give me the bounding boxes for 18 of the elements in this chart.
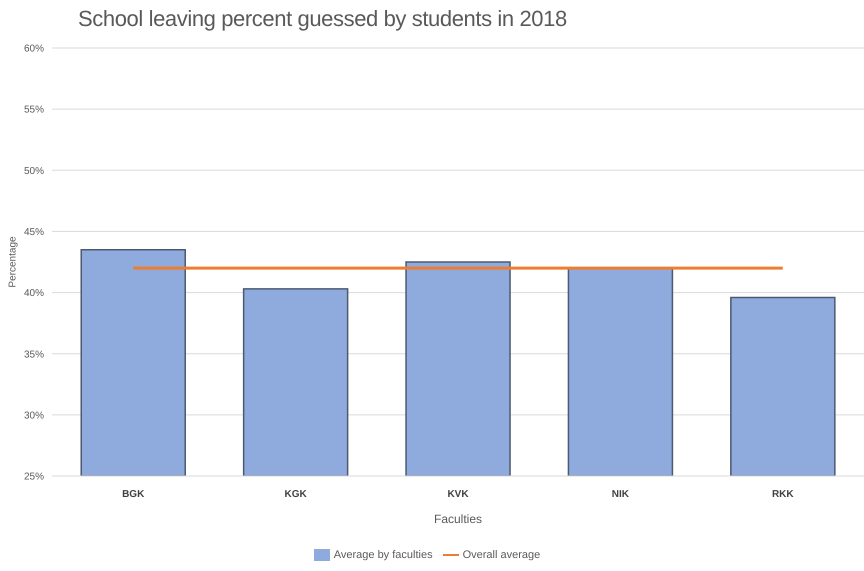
y-tick-label: 25%	[24, 472, 44, 483]
x-tick-label: BGK	[122, 489, 146, 500]
y-tick-label: 45%	[24, 226, 44, 238]
x-tick-label: KVK	[447, 489, 470, 500]
y-axis-title: Percentage	[8, 236, 19, 288]
y-tick-label: 60%	[24, 44, 44, 55]
y-tick-label: 35%	[24, 349, 44, 360]
chart-title: School leaving percent guessed by students in 2018	[78, 6, 567, 32]
y-tick-label: 55%	[24, 104, 44, 116]
legend-label: Average by faculties	[334, 548, 433, 561]
y-tick-label: 40%	[24, 288, 44, 300]
x-axis-title: Faculties	[434, 512, 482, 526]
x-tick-label: RKK	[772, 489, 794, 500]
x-tick-label: NIK	[612, 489, 630, 500]
y-tick-label: 30%	[24, 410, 44, 422]
x-tick-label: KGK	[284, 489, 308, 500]
legend-label: Overall average	[462, 548, 540, 561]
y-tick-label: 50%	[24, 166, 44, 177]
